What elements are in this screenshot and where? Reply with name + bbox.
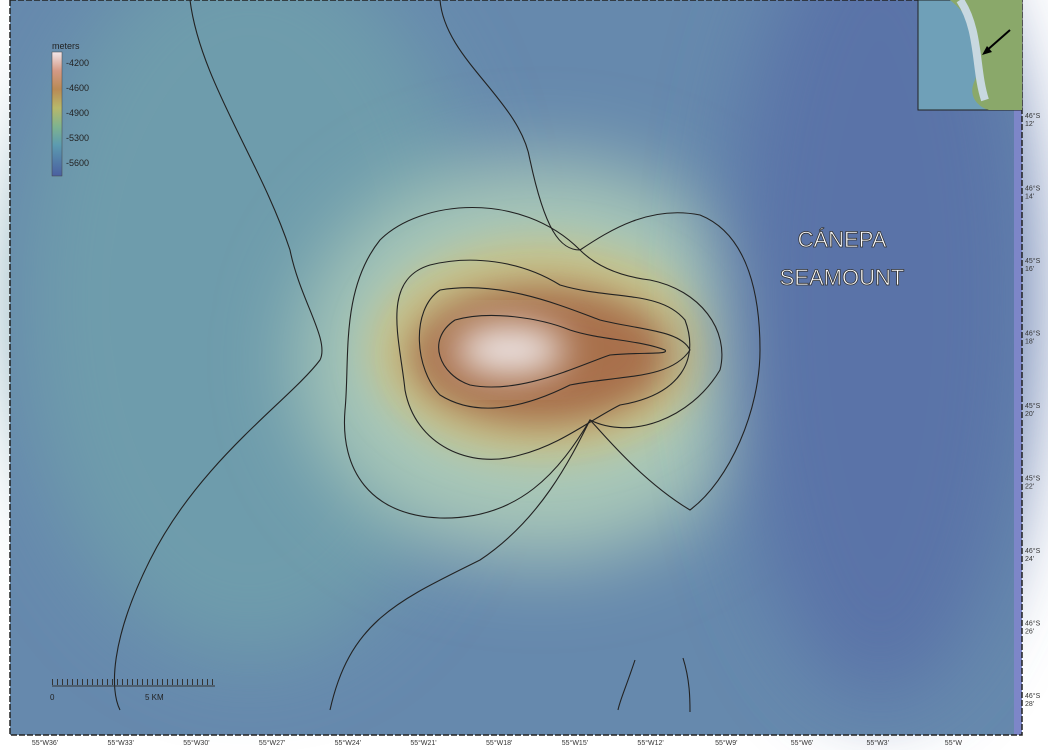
scale-start: 0 bbox=[50, 693, 55, 702]
scale-bar: 0 5 KM bbox=[50, 679, 215, 702]
title-line: SEAMOUNT bbox=[780, 265, 905, 290]
longitude-label: 55°W33' bbox=[108, 739, 134, 747]
longitude-label: 55°W27' bbox=[259, 739, 285, 747]
latitude-label: 45°S bbox=[1025, 475, 1041, 483]
longitude-label: 55°W24' bbox=[335, 739, 361, 747]
latitude-label: 46°S bbox=[1025, 185, 1041, 193]
latitude-label: 22' bbox=[1025, 484, 1034, 491]
legend-title: meters bbox=[52, 41, 80, 51]
bathymetry bbox=[10, 0, 1030, 735]
legend-label: -4600 bbox=[66, 83, 89, 93]
legend-swatch bbox=[51, 51, 63, 177]
latitude-label: 12' bbox=[1025, 121, 1034, 128]
longitude-label: 55°W bbox=[945, 739, 963, 747]
map-frame bbox=[9, 0, 1023, 736]
latitude-label: 20' bbox=[1025, 411, 1034, 418]
latitude-label: 18' bbox=[1025, 339, 1034, 346]
legend-label: -4200 bbox=[66, 58, 89, 68]
scale-end: 5 KM bbox=[145, 693, 164, 702]
latitude-label: 16' bbox=[1025, 266, 1034, 273]
latitude-label: 45°S bbox=[1025, 402, 1041, 410]
latitude-label: 46°S bbox=[1025, 112, 1041, 120]
longitude-label: 55°W3' bbox=[866, 739, 888, 747]
latitude-label: 24' bbox=[1025, 556, 1034, 563]
latitude-label: 46°S bbox=[1025, 330, 1041, 338]
longitude-label: 55°W36' bbox=[32, 739, 58, 747]
longitude-label: 55°W12' bbox=[637, 739, 663, 747]
latitude-label: 45°S bbox=[1025, 257, 1041, 265]
longitude-label: 55°W30' bbox=[183, 739, 209, 747]
latitude-label: 46°S bbox=[1025, 692, 1041, 700]
title-line: CÁNEPA bbox=[798, 227, 887, 252]
latitude-label: 28' bbox=[1025, 701, 1034, 708]
inset-map bbox=[917, 0, 1023, 111]
legend-label: -4900 bbox=[66, 108, 89, 118]
title: CÁNEPA SEAMOUNT bbox=[779, 227, 905, 291]
legend-label: -5300 bbox=[66, 133, 89, 143]
latitude-label: 46°S bbox=[1025, 547, 1041, 555]
latitude-label: 14' bbox=[1025, 194, 1034, 201]
longitude-label: 55°W9' bbox=[715, 739, 737, 747]
contours bbox=[113, 0, 761, 713]
latitude-label: 46°S bbox=[1025, 620, 1041, 628]
legend-label: -5600 bbox=[66, 158, 89, 168]
longitude-label: 55°W21' bbox=[410, 739, 436, 747]
latitude-label: 26' bbox=[1025, 629, 1034, 636]
legend: meters bbox=[51, 41, 80, 177]
longitude-label: 55°W6' bbox=[791, 739, 813, 747]
longitude-label: 55°W18' bbox=[486, 739, 512, 747]
longitude-label: 55°W15' bbox=[562, 739, 588, 747]
